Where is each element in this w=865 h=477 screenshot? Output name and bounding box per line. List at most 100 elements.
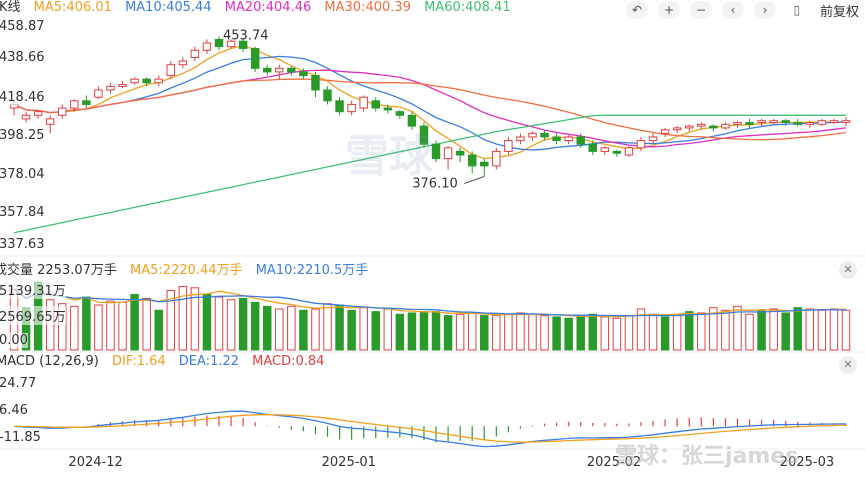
candle-body: [226, 40, 236, 48]
candle-body: [528, 132, 537, 138]
candle-body: [262, 67, 272, 73]
volume-bar: [407, 312, 417, 351]
candle-body: [612, 150, 622, 154]
volume-bar: [588, 313, 598, 351]
candle-body: [480, 161, 489, 167]
candle-body: [769, 120, 778, 124]
candle-body: [154, 78, 163, 84]
close-volume-icon[interactable]: ✕: [839, 261, 857, 279]
chevron-left-icon[interactable]: ‹: [721, 1, 744, 19]
volume-bar: [733, 305, 742, 351]
volume-bar: [841, 309, 851, 351]
candle-body: [721, 123, 730, 129]
candle-body: [588, 143, 598, 152]
volume-bar: [166, 289, 176, 351]
candle-body: [45, 118, 55, 125]
volume-bar: [371, 311, 380, 351]
dea-label: DEA:1.22: [178, 354, 240, 369]
volume-bar: [721, 309, 730, 351]
volume-y-label: 0.00: [0, 333, 28, 348]
volume-bar: [299, 309, 308, 351]
candle-body: [431, 143, 441, 160]
watermark-logo: 雪球: [345, 131, 433, 182]
candle-body: [130, 78, 139, 84]
candle-body: [516, 136, 525, 142]
candle-body: [359, 96, 368, 109]
chevron-right-icon[interactable]: ›: [753, 1, 776, 19]
volume-bar: [817, 309, 827, 351]
volume-bar: [467, 312, 477, 351]
volume-bar: [455, 313, 465, 351]
volume-bar: [275, 308, 284, 351]
volume-bar: [335, 304, 344, 351]
volume-bar: [323, 303, 332, 351]
close-macd-icon[interactable]: ✕: [839, 356, 857, 374]
price-y-label: 398.25: [0, 128, 45, 143]
volume-y-label: 5139.31万: [0, 280, 66, 299]
candle-body: [70, 100, 79, 109]
plus-icon[interactable]: +: [657, 1, 680, 19]
candle-body: [757, 120, 766, 124]
volume-bar: [178, 285, 188, 351]
volume-bar: [672, 315, 682, 351]
candle-body: [58, 107, 67, 116]
volume-bar: [697, 312, 706, 351]
volume-bar: [564, 317, 573, 351]
x-axis-label: 2024-12: [68, 455, 122, 470]
candle-body: [335, 100, 344, 113]
volume-bar: [757, 309, 766, 351]
volume-bar: [202, 293, 212, 351]
low-price-annotation: 376.10: [412, 177, 458, 192]
low-annotation-line: [464, 176, 485, 184]
ma30-label: MA30:400.39: [324, 0, 411, 15]
chart-toolbar: ↶ + − ‹ › ▯ 前复权: [616, 0, 865, 20]
volume-bar: [70, 305, 79, 351]
candle-body: [395, 111, 405, 116]
candle-body: [781, 120, 790, 124]
candle-body: [817, 120, 827, 125]
candle-body: [178, 60, 188, 66]
candle-body: [33, 111, 43, 116]
minus-icon[interactable]: −: [689, 1, 712, 19]
candle-body: [190, 49, 200, 58]
volume-bar: [58, 303, 67, 351]
candle-body: [564, 136, 573, 142]
candle-body: [624, 147, 634, 156]
candle-body: [202, 42, 212, 51]
vol-ma5-label: MA5:2220.44万手: [130, 263, 243, 278]
watermark-text: 雪球：张三james: [615, 444, 799, 469]
candle-body: [443, 147, 453, 160]
candle-body: [684, 125, 694, 129]
x-axis-label: 2025-02: [587, 455, 641, 470]
volume-bar: [118, 301, 127, 351]
macd-y-label: -11.85: [0, 430, 41, 445]
candle-body: [793, 122, 802, 125]
candle-body: [287, 67, 296, 73]
candle-body: [504, 140, 513, 152]
volume-bar: [660, 316, 670, 351]
candle-body: [467, 154, 477, 167]
candle-body: [745, 122, 754, 125]
candle-body: [118, 84, 127, 87]
x-axis-label: 2025-01: [322, 455, 376, 470]
macd-legend: MACD (12,26,9) DIF:1.64 DEA:1.22 MACD:0.…: [0, 354, 333, 369]
price-legend: 日K线 MA5:406.01 MA10:405.44 MA20:404.46 M…: [0, 0, 520, 15]
volume-bar: [359, 307, 368, 351]
volume-bar: [576, 315, 585, 351]
volume-bar: [624, 315, 634, 351]
volume-bar: [395, 313, 405, 351]
adjust-price-button[interactable]: 前复权: [819, 4, 859, 20]
undo-icon[interactable]: ↶: [625, 1, 648, 19]
candle-body: [672, 127, 682, 131]
ma5-line: [13, 45, 847, 160]
ma20-label: MA20:404.46: [224, 0, 312, 15]
volume-bar: [805, 308, 815, 351]
volume-bar: [431, 311, 441, 351]
candle-body: [829, 120, 839, 124]
candle-body: [540, 132, 549, 138]
candlestick-icon[interactable]: ▯: [793, 3, 801, 17]
candle-body: [214, 38, 224, 48]
volume-bar: [528, 313, 537, 351]
kline-title: 日K线: [0, 0, 21, 15]
